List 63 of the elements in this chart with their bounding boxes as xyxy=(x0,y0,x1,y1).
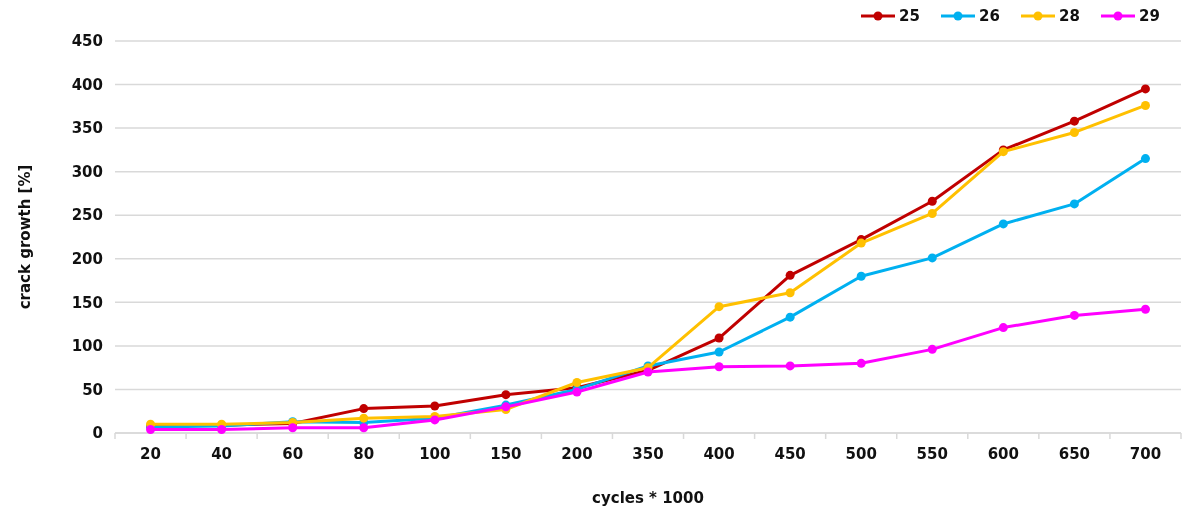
point xyxy=(998,323,1008,333)
point xyxy=(998,219,1008,229)
point xyxy=(927,208,937,218)
point xyxy=(714,362,724,372)
y-tick-label: 250 xyxy=(71,206,103,225)
x-tick-label: 400 xyxy=(703,445,735,463)
x-tick-label: 600 xyxy=(987,445,1019,463)
x-tick-label: 700 xyxy=(1129,445,1162,463)
y-tick-label: 450 xyxy=(71,32,103,51)
point xyxy=(927,344,937,354)
point xyxy=(1069,116,1079,126)
point xyxy=(359,423,369,433)
x-tick-label: 40 xyxy=(211,445,233,463)
legend-label: 28 xyxy=(1059,7,1080,26)
x-tick-label: 100 xyxy=(419,445,451,463)
point xyxy=(785,312,795,322)
point xyxy=(785,270,795,280)
y-tick-label: 100 xyxy=(71,337,103,356)
legend-label: 29 xyxy=(1139,7,1160,26)
point xyxy=(1140,304,1150,314)
point xyxy=(430,401,440,411)
point xyxy=(856,271,866,281)
y-tick-label: 50 xyxy=(82,380,103,399)
x-tick-label: 650 xyxy=(1058,445,1091,463)
point xyxy=(217,425,227,435)
x-tick-label: 500 xyxy=(845,445,877,463)
point xyxy=(714,347,724,357)
y-tick-label: 400 xyxy=(71,75,103,94)
point xyxy=(927,196,937,206)
x-tick-label: 150 xyxy=(490,445,522,463)
point xyxy=(1069,127,1079,137)
point xyxy=(1069,310,1079,320)
point xyxy=(1140,100,1150,110)
x-tick-label: 350 xyxy=(632,445,664,463)
y-tick-label: 200 xyxy=(71,250,103,269)
point xyxy=(785,288,795,298)
point xyxy=(359,404,369,414)
point xyxy=(1069,199,1079,209)
point xyxy=(785,361,795,371)
y-tick-label: 0 xyxy=(92,424,103,443)
x-tick-label: 450 xyxy=(774,445,806,463)
y-axis-title: crack growth [%] xyxy=(16,164,34,310)
x-axis-title: cycles * 1000 xyxy=(592,489,704,507)
x-tick-label: 80 xyxy=(353,445,375,463)
x-tick-label: 60 xyxy=(282,445,304,463)
x-tick-label: 550 xyxy=(916,445,948,463)
x-tick-label: 200 xyxy=(561,445,593,463)
y-tick-label: 300 xyxy=(71,162,103,181)
point xyxy=(856,358,866,368)
point xyxy=(288,423,298,433)
point xyxy=(359,413,369,423)
point xyxy=(501,390,511,400)
legend-label: 26 xyxy=(979,7,1000,26)
point xyxy=(927,253,937,263)
point xyxy=(1140,154,1150,164)
point xyxy=(1140,84,1150,94)
point xyxy=(714,333,724,343)
x-tick-label: 20 xyxy=(140,445,161,463)
point xyxy=(572,377,582,387)
legend-label: 25 xyxy=(899,7,920,26)
point xyxy=(714,302,724,312)
y-tick-label: 150 xyxy=(71,293,103,312)
y-tick-label: 350 xyxy=(71,119,103,138)
